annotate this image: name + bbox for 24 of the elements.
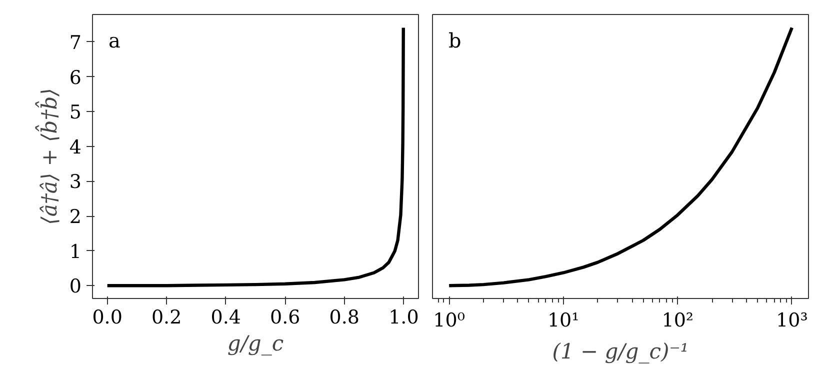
y-tick-label: 2	[69, 206, 82, 228]
y-tick-label: 5	[69, 102, 82, 124]
y-tick-label: 4	[69, 136, 82, 158]
x-tick-label: 0.8	[329, 306, 360, 328]
y-tick-label: 3	[69, 171, 82, 194]
x-axis-title: (1 − g/g_c)⁻¹	[552, 340, 689, 364]
y-axis-title: ⟨â†â⟩ + ⟨b̂†b̂⟩	[34, 88, 62, 225]
y-tick-label: 7	[69, 32, 82, 54]
line-series	[106, 26, 405, 288]
x-tick-label: 0.2	[151, 306, 182, 328]
x-tick-label: 1.0	[388, 306, 419, 328]
x-tick-label: 10¹	[547, 310, 580, 332]
annotation: b	[448, 28, 462, 52]
x-tick-label: 0.6	[270, 306, 300, 328]
y-tick-label: 1	[69, 240, 82, 263]
x-tick-label: 10³	[776, 310, 808, 332]
x-tick-label: 0.4	[210, 306, 241, 328]
x-tick-label: 10⁰	[433, 310, 466, 332]
annotation: a	[108, 28, 120, 52]
y-tick-label: 0	[69, 276, 82, 298]
x-tick-label: 0.0	[92, 306, 122, 328]
x-axis-title: g/g_c	[227, 332, 284, 356]
y-tick-label: 6	[69, 66, 82, 89]
x-tick-label: 10²	[662, 310, 694, 332]
